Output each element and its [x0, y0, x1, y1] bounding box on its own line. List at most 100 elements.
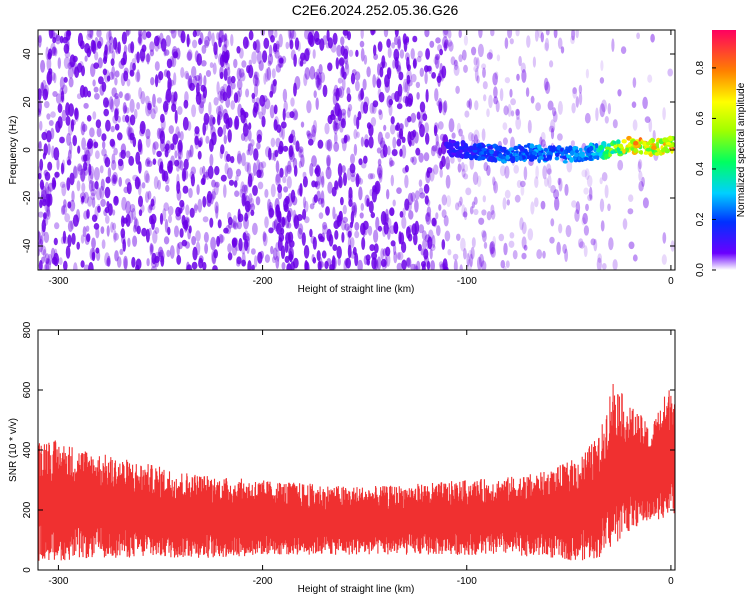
noise-blob: [523, 244, 528, 251]
noise-blob: [44, 101, 50, 109]
noise-blob: [46, 113, 51, 120]
noise-blob: [346, 87, 351, 96]
noise-blob: [628, 241, 635, 250]
noise-blob: [353, 204, 357, 218]
noise-blob: [489, 243, 495, 257]
noise-blob: [427, 236, 433, 250]
noise-blob: [260, 161, 267, 169]
noise-blob: [120, 57, 126, 66]
noise-blob: [492, 176, 496, 186]
noise-blob: [254, 77, 260, 87]
noise-blob: [371, 188, 377, 203]
noise-blob: [262, 232, 268, 247]
noise-blob: [384, 256, 388, 269]
noise-blob: [189, 82, 195, 91]
noise-blob: [557, 177, 561, 186]
noise-blob: [571, 200, 577, 208]
noise-blob: [145, 95, 150, 105]
noise-blob: [601, 99, 607, 113]
noise-blob: [510, 110, 515, 117]
noise-blob: [177, 139, 183, 153]
noise-blob: [399, 123, 404, 130]
noise-blob: [293, 82, 297, 97]
noise-blob: [468, 98, 473, 110]
signal-blob: [489, 150, 494, 155]
noise-blob: [61, 159, 66, 174]
noise-blob: [442, 30, 449, 38]
noise-blob: [617, 89, 622, 97]
noise-blob: [80, 234, 85, 244]
noise-blob: [241, 192, 246, 207]
signal-blob: [451, 149, 458, 153]
noise-blob: [365, 254, 371, 261]
noise-blob: [214, 181, 220, 188]
noise-blob: [463, 64, 468, 73]
noise-blob: [473, 65, 479, 73]
noise-blob: [160, 255, 165, 267]
noise-blob: [53, 252, 59, 267]
noise-blob: [532, 56, 537, 68]
noise-blob: [303, 73, 308, 87]
noise-blob: [110, 125, 115, 133]
noise-blob: [471, 237, 476, 248]
noise-blob: [141, 182, 146, 189]
noise-blob: [219, 149, 223, 159]
noise-blob: [595, 107, 599, 122]
noise-blob: [151, 266, 157, 270]
noise-blob: [443, 215, 449, 227]
noise-blob: [87, 142, 94, 157]
noise-blob: [582, 212, 588, 225]
noise-blob: [332, 206, 336, 220]
noise-blob: [482, 81, 488, 90]
noise-blob: [325, 206, 330, 216]
noise-blob: [342, 30, 349, 36]
noise-blob: [411, 73, 417, 83]
noise-blob: [194, 131, 200, 138]
noise-blob: [227, 129, 232, 143]
noise-blob: [44, 171, 51, 181]
noise-blob: [147, 204, 153, 214]
noise-blob: [550, 218, 555, 227]
noise-blob: [288, 145, 294, 158]
noise-blob: [347, 244, 352, 259]
noise-blob: [574, 209, 580, 222]
noise-blob: [579, 241, 585, 249]
noise-blob: [457, 200, 462, 208]
noise-blob: [542, 165, 547, 180]
noise-blob: [435, 37, 441, 44]
noise-blob: [478, 217, 485, 225]
noise-blob: [502, 122, 508, 131]
noise-blob: [210, 236, 217, 251]
noise-blob: [276, 222, 282, 235]
noise-blob: [370, 30, 375, 36]
noise-blob: [191, 104, 197, 118]
noise-blob: [389, 207, 395, 217]
noise-blob: [520, 62, 526, 73]
noise-blob: [249, 203, 256, 212]
noise-blob: [125, 107, 130, 114]
noise-blob: [120, 215, 125, 228]
noise-blob: [601, 172, 608, 182]
noise-blob: [96, 30, 102, 38]
noise-blob: [136, 51, 140, 64]
noise-blob: [378, 109, 382, 116]
noise-blob: [293, 213, 299, 227]
noise-blob: [69, 172, 75, 186]
noise-blob: [462, 211, 468, 218]
noise-blob: [192, 246, 198, 261]
noise-blob: [368, 200, 374, 214]
noise-blob: [372, 100, 379, 108]
noise-blob: [326, 156, 331, 171]
noise-blob: [290, 97, 295, 107]
noise-blob: [443, 100, 448, 113]
noise-blob: [599, 77, 605, 84]
noise-blob: [54, 222, 60, 230]
noise-blob: [145, 228, 150, 243]
noise-blob: [194, 126, 200, 135]
noise-blob: [223, 38, 229, 48]
noise-blob: [510, 136, 515, 150]
noise-blob: [354, 230, 360, 239]
noise-blob: [481, 209, 487, 216]
noise-blob: [185, 261, 190, 270]
